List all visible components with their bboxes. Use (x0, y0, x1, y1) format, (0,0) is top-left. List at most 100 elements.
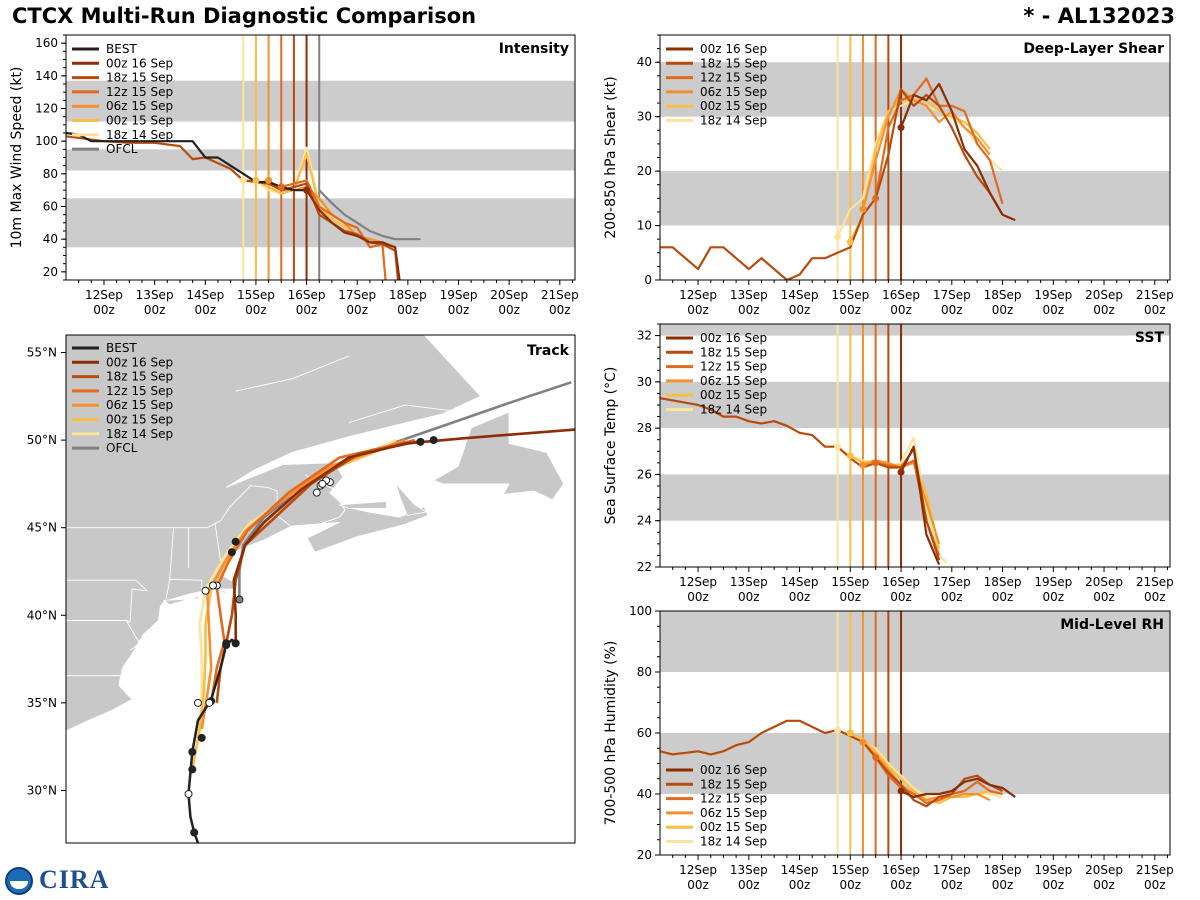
gray-band (66, 80, 575, 122)
legend-label: 18z 14 Sep (700, 114, 767, 128)
gray-band (660, 474, 1170, 521)
x-tick-label: 00z (346, 303, 368, 317)
land-mass (220, 589, 227, 594)
track-position-marker (184, 789, 193, 798)
x-tick-label: 00z (1144, 878, 1166, 892)
legend-label: 06z 15 Sep (106, 398, 173, 412)
legend-label: BEST (106, 42, 137, 56)
legend-label: 18z 15 Sep (700, 777, 767, 791)
panel-title: Intensity (499, 41, 569, 57)
track-position-marker (231, 537, 240, 546)
legend-label: 12z 15 Sep (700, 71, 767, 85)
run-start-point (834, 443, 842, 451)
x-tick-label: 20Sep (1085, 863, 1123, 877)
panel-title: Deep-Layer Shear (1023, 41, 1164, 57)
y-tick-label: 20 (637, 164, 652, 178)
y-tick-label: 26 (637, 467, 652, 481)
x-tick-label: 21Sep (1136, 288, 1174, 302)
y-tick-label: 30 (637, 375, 652, 389)
series-00z-16-sep (900, 445, 941, 566)
track-position-marker (227, 548, 236, 557)
x-tick-label: 14Sep (781, 288, 819, 302)
run-start-point (859, 738, 867, 746)
x-tick-label: 15Sep (831, 575, 869, 589)
x-tick-label: 16Sep (882, 863, 920, 877)
track-position-marker (318, 479, 327, 488)
chart-title: CTCX Multi-Run Diagnostic Comparison (12, 4, 477, 28)
track-position-marker (188, 765, 197, 774)
border-line (165, 527, 174, 600)
x-tick-label: 12Sep (679, 863, 717, 877)
legend-label: OFCL (106, 142, 138, 156)
x-tick-label: 00z (687, 878, 709, 892)
x-tick-label: 00z (687, 303, 709, 317)
run-start-point (897, 787, 905, 795)
run-start-point (897, 468, 905, 476)
y-tick-label: 100 (629, 604, 652, 618)
y-axis-label: 200-850 hPa Shear (kt) (603, 76, 619, 238)
run-start-point (303, 186, 311, 194)
track-position-marker (222, 639, 231, 648)
y-axis-label: Sea Surface Temp (°C) (603, 367, 619, 525)
legend-label: 00z 16 Sep (700, 763, 767, 777)
x-tick-label: 00z (93, 303, 115, 317)
legend-label: 00z 16 Sep (700, 42, 767, 56)
panel-title: Track (527, 343, 570, 359)
legend-label: 12z 15 Sep (700, 792, 767, 806)
legend-label: 06z 15 Sep (106, 99, 173, 113)
x-tick-label: 00z (992, 590, 1014, 604)
sst-panel: 22242628303212Sep00z13Sep00z14Sep00z15Se… (603, 323, 1174, 604)
run-start-point (872, 194, 880, 202)
track-position-marker (201, 586, 210, 595)
series-12z-15-sep (280, 179, 387, 280)
x-tick-label: 18Sep (984, 288, 1022, 302)
legend-label: 18z 14 Sep (106, 427, 173, 441)
x-tick-label: 00z (687, 590, 709, 604)
legend-label: 12z 15 Sep (106, 85, 173, 99)
x-tick-label: 00z (1093, 878, 1115, 892)
legend-label: 00z 15 Sep (700, 388, 767, 402)
y-tick-label: 160 (35, 36, 58, 50)
x-tick-label: 18Sep (984, 575, 1022, 589)
legend-label: 06z 15 Sep (700, 374, 767, 388)
x-tick-label: 00z (840, 303, 862, 317)
land-mass (432, 411, 565, 501)
track-position-marker (429, 436, 438, 445)
x-tick-label: 19Sep (1034, 863, 1072, 877)
x-tick-label: 15Sep (831, 288, 869, 302)
y-tick-label: 80 (637, 665, 652, 679)
x-tick-label: 00z (941, 303, 963, 317)
y-tick-label: 120 (35, 102, 58, 116)
gray-band (660, 171, 1170, 226)
run-start-point (897, 124, 905, 132)
x-tick-label: 00z (789, 590, 811, 604)
border-line (348, 404, 478, 424)
run-start-point (859, 205, 867, 213)
x-tick-label: 00z (1042, 303, 1064, 317)
x-tick-label: 00z (890, 878, 912, 892)
y-tick-label: 60 (637, 726, 652, 740)
run-start-point (846, 238, 854, 246)
lat-tick-label: 45°N (27, 521, 57, 535)
x-tick-label: 00z (890, 303, 912, 317)
panel-title: SST (1135, 330, 1165, 346)
series-ofcl (318, 189, 421, 241)
border-line (66, 579, 149, 623)
track-position-marker (190, 828, 199, 837)
y-tick-label: 100 (35, 134, 58, 148)
x-tick-label: 16Sep (882, 288, 920, 302)
legend-label: 18z 14 Sep (700, 835, 767, 849)
x-tick-label: 20Sep (1085, 288, 1123, 302)
run-start-point (846, 452, 854, 460)
panel-title: Mid-Level RH (1060, 617, 1164, 633)
land-mass (162, 595, 201, 606)
rh-panel: 2040608010012Sep00z13Sep00z14Sep00z15Sep… (603, 604, 1174, 892)
x-tick-label: 14Sep (781, 863, 819, 877)
x-tick-label: 20Sep (490, 288, 528, 302)
y-tick-label: 140 (35, 69, 58, 83)
legend-label: 18z 14 Sep (106, 128, 173, 142)
x-tick-label: 17Sep (338, 288, 376, 302)
x-tick-label: 20Sep (1085, 575, 1123, 589)
x-tick-label: 17Sep (933, 288, 971, 302)
shear-panel: 01020304012Sep00z13Sep00z14Sep00z15Sep00… (603, 34, 1174, 317)
